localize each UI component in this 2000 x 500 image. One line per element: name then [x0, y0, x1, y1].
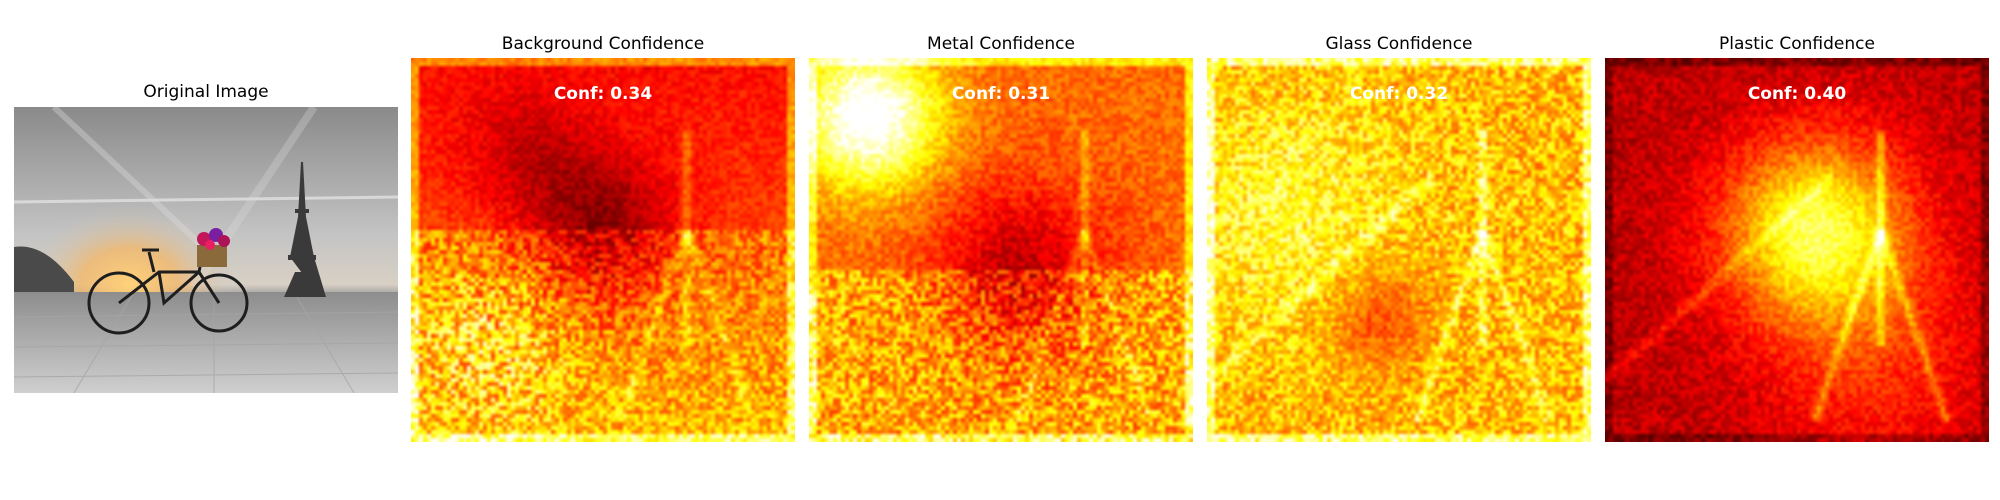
- plastic-confidence-heatmap: Conf: 0.40: [1605, 58, 1989, 442]
- background-conf-label: Conf: 0.34: [553, 84, 653, 104]
- plastic-confidence-title: Plastic Confidence: [1719, 34, 1875, 54]
- original-image-title: Original Image: [143, 82, 269, 102]
- background-confidence-title: Background Confidence: [501, 34, 705, 54]
- glass-confidence-heatmap: Conf: 0.32: [1207, 58, 1591, 442]
- metal-confidence-title: Metal Confidence: [927, 34, 1075, 54]
- metal-conf-label: Conf: 0.31: [951, 84, 1051, 104]
- glass-conf-label: Conf: 0.32: [1349, 84, 1449, 104]
- glass-heatmap-canvas: [1207, 58, 1591, 442]
- plastic-conf-label: Conf: 0.40: [1747, 84, 1847, 104]
- glass-confidence-title: Glass Confidence: [1325, 34, 1473, 54]
- metal-heatmap-canvas: [809, 58, 1193, 442]
- original-image: [14, 107, 398, 393]
- background-confidence-heatmap: Conf: 0.34: [411, 58, 795, 442]
- plastic-heatmap-canvas: [1605, 58, 1989, 442]
- metal-confidence-heatmap: Conf: 0.31: [809, 58, 1193, 442]
- background-heatmap-canvas: [411, 58, 795, 442]
